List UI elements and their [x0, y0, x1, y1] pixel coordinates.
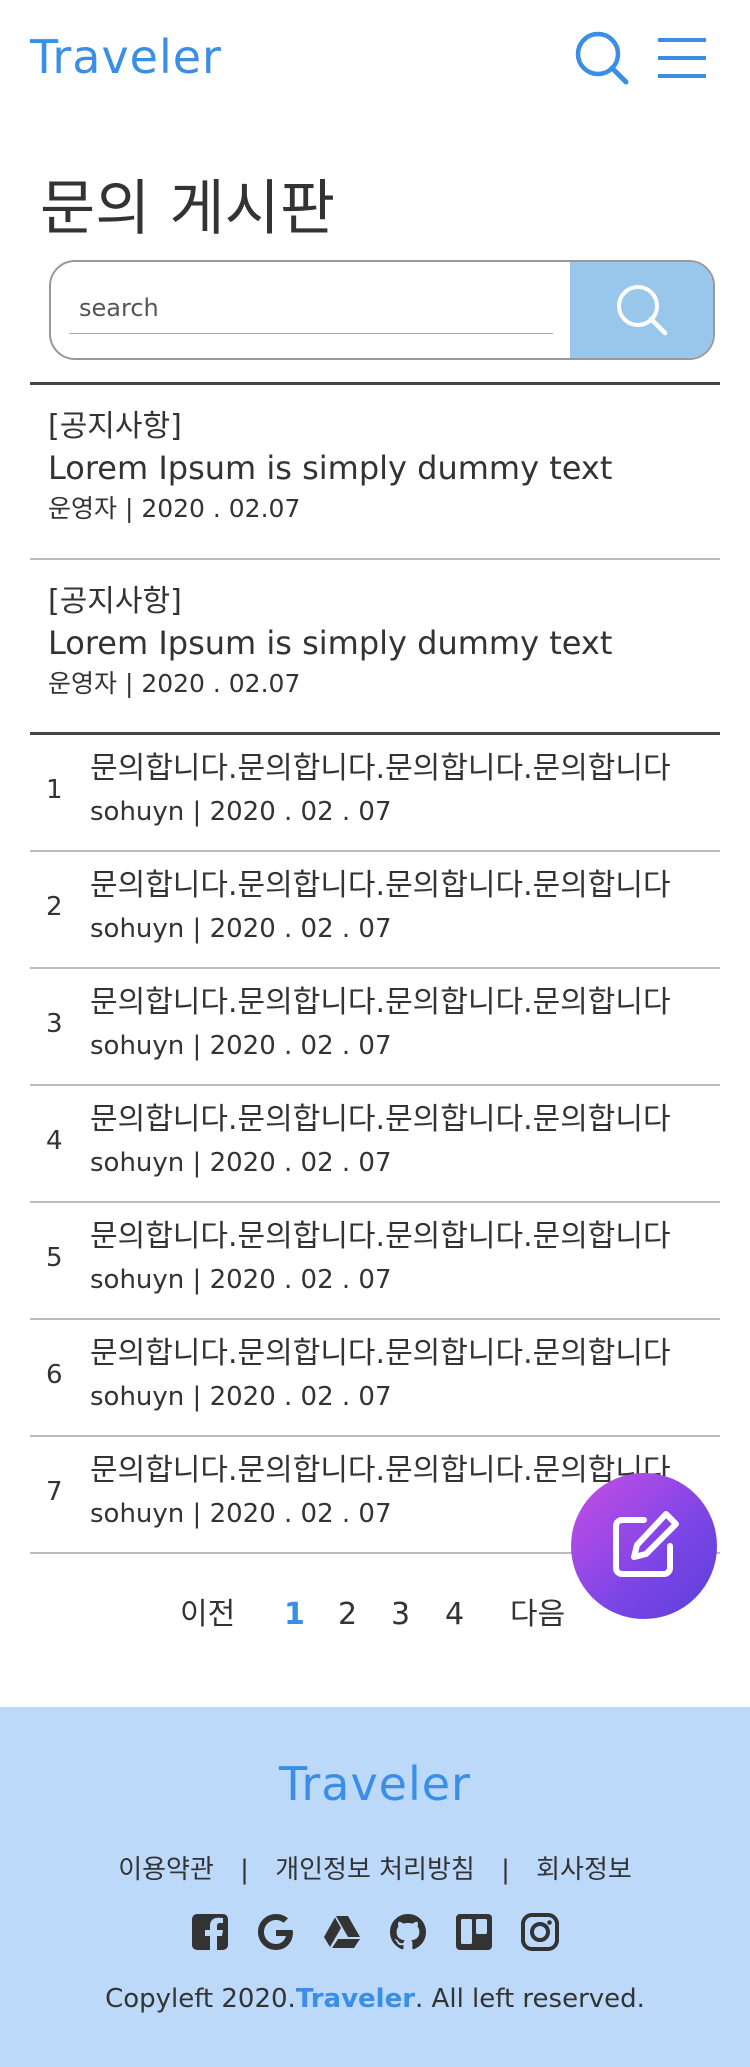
hamburger-menu-icon[interactable] [656, 36, 708, 80]
post-meta: sohuyn | 2020 . 02 . 07 [90, 1265, 392, 1295]
notice-title: Lorem Ipsum is simply dummy text [48, 449, 613, 487]
post-meta: sohuyn | 2020 . 02 . 07 [90, 914, 392, 944]
notice-item[interactable]: [공지사항] Lorem Ipsum is simply dummy text … [30, 385, 720, 560]
page-title: 문의 게시판 [40, 174, 336, 244]
search-icon [616, 285, 667, 336]
footer-link-terms[interactable]: 이용약관 [118, 1855, 214, 1885]
post-title: 문의합니다.문의합니다.문의합니다.문의합니다 [90, 1336, 671, 1371]
footer: Traveler 이용약관 | 개인정보 처리방침 | 회사정보 [0, 1707, 750, 2067]
post-meta: sohuyn | 2020 . 02 . 07 [90, 797, 392, 827]
pagination-next[interactable]: 다음 [510, 1597, 566, 1632]
post-meta: sohuyn | 2020 . 02 . 07 [90, 1382, 392, 1412]
notice-meta: 운영자 | 2020 . 02.07 [48, 494, 301, 523]
copyright-brand: Traveler [295, 1984, 416, 2014]
github-icon[interactable] [388, 1912, 428, 1952]
instagram-icon[interactable] [520, 1912, 560, 1952]
post-title: 문의합니다.문의합니다.문의합니다.문의합니다 [90, 868, 671, 903]
footer-separator: | [240, 1855, 249, 1885]
pagination: 이전 1 2 3 4 다음 [0, 1590, 750, 1640]
post-row[interactable]: 5 문의합니다.문의합니다.문의합니다.문의합니다 sohuyn | 2020 … [30, 1203, 720, 1320]
copyright: Copyleft 2020.Traveler. All left reserve… [0, 1984, 750, 2014]
post-number: 7 [46, 1477, 63, 1507]
search-icon[interactable] [574, 30, 630, 86]
write-post-button[interactable] [571, 1473, 717, 1619]
post-number: 3 [46, 1009, 63, 1039]
pagination-prev[interactable]: 이전 [180, 1597, 236, 1632]
footer-link-privacy[interactable]: 개인정보 처리방침 [275, 1855, 475, 1885]
post-row[interactable]: 7 문의합니다.문의합니다.문의합니다.문의합니다 sohuyn | 2020 … [30, 1437, 720, 1554]
search-input[interactable] [69, 282, 553, 334]
post-number: 6 [46, 1360, 63, 1390]
trello-icon[interactable] [454, 1912, 494, 1952]
pagination-page[interactable]: 2 [338, 1597, 358, 1632]
footer-links: 이용약관 | 개인정보 처리방침 | 회사정보 [0, 1849, 750, 1886]
notice-title: Lorem Ipsum is simply dummy text [48, 624, 613, 662]
copyright-suffix: . All left reserved. [415, 1984, 645, 2014]
post-meta: sohuyn | 2020 . 02 . 07 [90, 1148, 392, 1178]
post-title: 문의합니다.문의합니다.문의합니다.문의합니다 [90, 1219, 671, 1254]
notice-list: [공지사항] Lorem Ipsum is simply dummy text … [30, 382, 720, 735]
board-list: [공지사항] Lorem Ipsum is simply dummy text … [30, 382, 720, 1554]
post-title: 문의합니다.문의합니다.문의합니다.문의합니다 [90, 985, 671, 1020]
footer-link-company[interactable]: 회사정보 [536, 1855, 632, 1885]
post-meta: sohuyn | 2020 . 02 . 07 [90, 1031, 392, 1061]
search-button[interactable] [570, 262, 713, 358]
post-row[interactable]: 6 문의합니다.문의합니다.문의합니다.문의합니다 sohuyn | 2020 … [30, 1320, 720, 1437]
header: Traveler [0, 0, 750, 120]
pagination-page[interactable]: 1 [284, 1597, 305, 1632]
post-number: 1 [46, 775, 63, 805]
post-row[interactable]: 1 문의합니다.문의합니다.문의합니다.문의합니다 sohuyn | 2020 … [30, 735, 720, 852]
post-title: 문의합니다.문의합니다.문의합니다.문의합니다 [90, 1453, 671, 1488]
copyright-prefix: Copyleft 2020. [105, 1984, 296, 2014]
post-number: 5 [46, 1243, 63, 1273]
logo[interactable]: Traveler [30, 30, 222, 84]
pagination-page[interactable]: 3 [391, 1597, 411, 1632]
post-meta: sohuyn | 2020 . 02 . 07 [90, 1499, 392, 1529]
post-title: 문의합니다.문의합니다.문의합니다.문의합니다 [90, 1102, 671, 1137]
post-row[interactable]: 2 문의합니다.문의합니다.문의합니다.문의합니다 sohuyn | 2020 … [30, 852, 720, 969]
notice-item[interactable]: [공지사항] Lorem Ipsum is simply dummy text … [30, 560, 720, 735]
google-icon[interactable] [256, 1912, 296, 1952]
footer-separator: | [501, 1855, 510, 1885]
post-list: 1 문의합니다.문의합니다.문의합니다.문의합니다 sohuyn | 2020 … [30, 735, 720, 1554]
edit-icon [613, 1511, 679, 1577]
post-row[interactable]: 4 문의합니다.문의합니다.문의합니다.문의합니다 sohuyn | 2020 … [30, 1086, 720, 1203]
footer-logo[interactable]: Traveler [279, 1757, 471, 1811]
notice-meta: 운영자 | 2020 . 02.07 [48, 669, 301, 698]
social-links [0, 1912, 750, 1952]
google-drive-icon[interactable] [322, 1912, 362, 1952]
post-row[interactable]: 3 문의합니다.문의합니다.문의합니다.문의합니다 sohuyn | 2020 … [30, 969, 720, 1086]
post-number: 2 [46, 892, 63, 922]
search-bar [49, 260, 715, 360]
post-number: 4 [46, 1126, 63, 1156]
pagination-page[interactable]: 4 [445, 1597, 465, 1632]
facebook-icon[interactable] [190, 1912, 230, 1952]
post-title: 문의합니다.문의합니다.문의합니다.문의합니다 [90, 751, 671, 786]
notice-tag: [공지사항] [48, 584, 182, 619]
notice-tag: [공지사항] [48, 409, 182, 444]
